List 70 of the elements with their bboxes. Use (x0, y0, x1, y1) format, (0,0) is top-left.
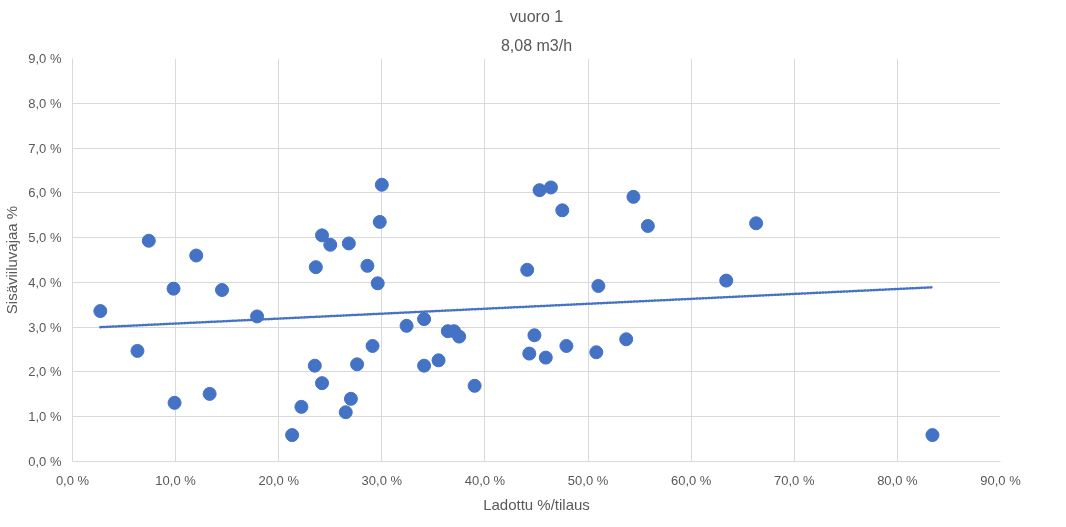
y-tick-label: 0,0 % (28, 454, 62, 469)
x-tick-label: 50,0 % (567, 472, 609, 488)
y-tick-label: 2,0 % (28, 364, 62, 380)
point (589, 345, 604, 360)
y-tick-label: 4,0 % (28, 274, 62, 290)
point (167, 395, 182, 410)
point (626, 189, 641, 204)
x-tick-label: 80,0 % (877, 472, 919, 488)
point (559, 338, 574, 353)
point (285, 428, 300, 443)
point (925, 428, 940, 443)
point (130, 343, 145, 358)
point (350, 357, 365, 372)
y-axis-title: Sisäviiluvajaa % (3, 205, 21, 315)
point (543, 180, 558, 195)
x-tick-label: 40,0 % (464, 472, 506, 488)
point (141, 233, 156, 248)
point (307, 358, 322, 373)
point (522, 346, 537, 361)
y-tick-label: 6,0 % (28, 185, 62, 201)
x-tick-label: 0,0 % (55, 472, 90, 488)
point (341, 236, 356, 251)
point (527, 328, 542, 343)
point (215, 283, 230, 297)
point (452, 329, 467, 344)
point (189, 248, 204, 263)
y-tick-label: 7,0 % (28, 140, 62, 156)
point (399, 318, 414, 333)
point (619, 332, 634, 347)
point (719, 273, 734, 288)
point (417, 312, 432, 327)
y-tick-label: 8,0 % (28, 95, 62, 111)
point (370, 276, 385, 291)
point (323, 237, 338, 252)
point (166, 281, 181, 296)
point (308, 260, 323, 275)
point (365, 338, 380, 353)
point (360, 258, 375, 273)
point (338, 405, 353, 420)
point (749, 216, 764, 231)
point (315, 228, 330, 243)
point (374, 177, 389, 192)
x-tick-label: 30,0 % (361, 472, 403, 488)
y-tick-label: 9,0 % (28, 51, 62, 66)
point (532, 183, 547, 198)
x-tick-label: 10,0 % (155, 472, 197, 488)
point (431, 353, 446, 368)
point (591, 278, 606, 293)
x-tick-label: 60,0 % (670, 472, 712, 488)
x-tick-label: 70,0 % (774, 472, 815, 488)
y-tick-label: 1,0 % (28, 409, 62, 425)
point (520, 262, 535, 277)
chart-subtitle: 8,08 m3/h (500, 36, 573, 54)
point (315, 376, 330, 391)
point (538, 350, 553, 365)
point (467, 378, 482, 393)
y-tick-label: 3,0 % (28, 319, 62, 335)
point (640, 218, 655, 233)
y-tick-label: 5,0 % (28, 230, 62, 246)
point (343, 391, 358, 406)
point (93, 304, 108, 319)
chart-title: vuoro 1 (509, 7, 564, 25)
point (555, 203, 570, 218)
point (372, 214, 387, 229)
x-tick-label: 20,0 % (258, 472, 300, 488)
point (202, 386, 217, 401)
x-axis-title: Ladottu %/tilaus (483, 495, 590, 513)
point (417, 358, 432, 373)
x-tick-label: 90,0 % (980, 472, 1022, 488)
point (294, 399, 309, 414)
